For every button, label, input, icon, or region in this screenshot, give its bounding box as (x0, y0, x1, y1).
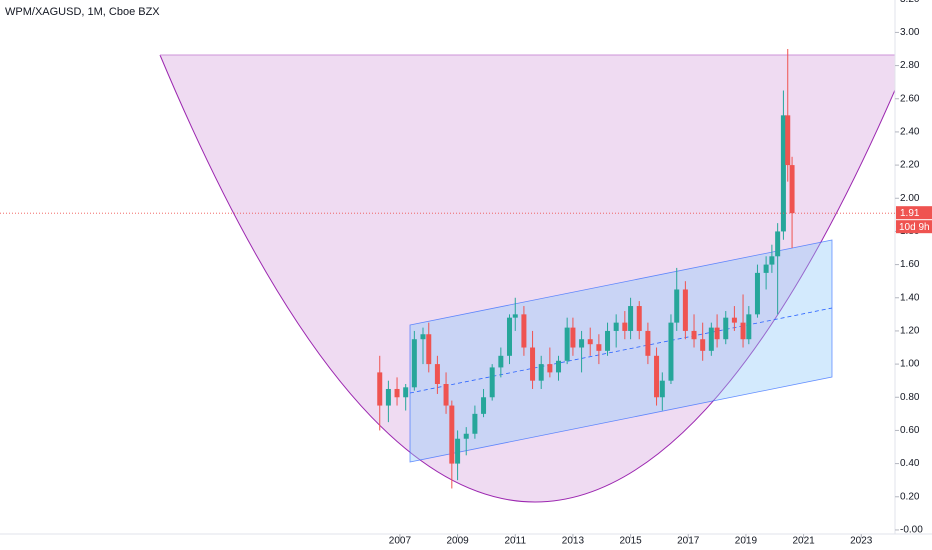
x-tick-label: 2009 (446, 536, 469, 547)
candle-body (463, 433, 469, 439)
candle-body (385, 388, 391, 406)
candle-body (731, 317, 737, 323)
candle-body (700, 339, 706, 351)
y-tick-label: 1.60 (900, 259, 920, 270)
candle-body (472, 413, 478, 434)
y-tick-label: 2.60 (900, 93, 920, 104)
x-tick-label: 2015 (619, 536, 642, 547)
candle-body (512, 314, 518, 318)
candle-body (521, 314, 527, 348)
candle-body (449, 405, 455, 464)
candle-body (605, 330, 611, 351)
channel-mid (409, 307, 833, 394)
candle-body (556, 360, 562, 373)
candle-body (434, 364, 440, 384)
candle-body (579, 339, 585, 348)
candle-body (659, 380, 665, 398)
candle-body (746, 314, 752, 340)
curve-fill (160, 55, 895, 502)
countdown-label: 10d 9h (899, 222, 930, 233)
y-tick-label: 2.00 (900, 193, 920, 204)
candle-body (723, 317, 729, 340)
y-tick-label: 3.00 (900, 27, 920, 38)
candle-body (645, 330, 651, 356)
candle-body (789, 165, 795, 214)
candle-body (443, 383, 449, 406)
y-tick-label: -0.00 (900, 525, 923, 536)
candle-body (587, 339, 593, 345)
last-price-label: 1.91 (900, 208, 920, 219)
candle-body (481, 397, 487, 414)
candle-body (769, 256, 775, 265)
y-tick-label: 3.20 (900, 0, 920, 5)
candle-body (498, 355, 504, 368)
y-tick-label: 1.40 (900, 292, 920, 303)
candle-body (394, 388, 400, 398)
candle-body (547, 364, 553, 373)
candle-body (420, 334, 426, 340)
y-tick-label: 0.60 (900, 425, 920, 436)
plot (377, 49, 795, 489)
candle-body (377, 372, 383, 406)
candle-body (636, 306, 642, 331)
y-tick-label: 1.20 (900, 326, 920, 337)
chart-title: WPM/XAGUSD, 1M, Cboe BZX (5, 6, 160, 18)
candle-body (411, 339, 417, 388)
candle-body (691, 330, 697, 340)
curve-line (159, 54, 895, 503)
x-tick-label: 2021 (792, 536, 815, 547)
candle-body (596, 344, 602, 351)
y-tick-label: 2.40 (900, 127, 920, 138)
x-tick-label: 2013 (562, 536, 585, 547)
candle-body (740, 322, 746, 340)
candle-body (775, 231, 781, 257)
x-tick-label: 2011 (505, 536, 527, 547)
candle-body (426, 334, 432, 365)
candle-body (682, 289, 688, 331)
y-tick-label: 0.20 (900, 491, 920, 502)
candle-body (628, 306, 634, 331)
candle-body (403, 387, 409, 398)
x-tick-label: 2017 (677, 536, 700, 547)
candle-body (785, 115, 791, 166)
countdown-box (896, 220, 932, 234)
candle-body (754, 272, 760, 315)
candle-body (763, 264, 769, 273)
candle-body (613, 322, 619, 331)
x-tick-label: 2023 (850, 536, 873, 547)
candle-body (489, 367, 495, 398)
candle-body (622, 322, 628, 331)
candle-body (708, 327, 714, 351)
y-tick-label: 0.40 (900, 458, 920, 469)
last-price-box (896, 206, 932, 220)
candle-body (530, 347, 536, 381)
y-tick-label: 1.00 (900, 359, 920, 370)
channel (409, 239, 833, 463)
candle-body (654, 355, 660, 398)
y-tick-label: 2.80 (900, 60, 920, 71)
candle-body (668, 322, 674, 381)
y-tick-label: 2.20 (900, 160, 920, 171)
y-tick-label: 0.80 (900, 392, 920, 403)
candle-body (674, 289, 680, 323)
candle-body (455, 438, 461, 464)
drawings (159, 54, 895, 503)
candle-body (780, 115, 786, 232)
x-tick-label: 2007 (389, 536, 412, 547)
x-tick-label: 2019 (735, 536, 758, 547)
candle-body (564, 327, 570, 361)
candle-body (538, 364, 544, 381)
candle-body (570, 327, 576, 348)
candle-body (506, 317, 512, 356)
candle-body (714, 327, 720, 340)
